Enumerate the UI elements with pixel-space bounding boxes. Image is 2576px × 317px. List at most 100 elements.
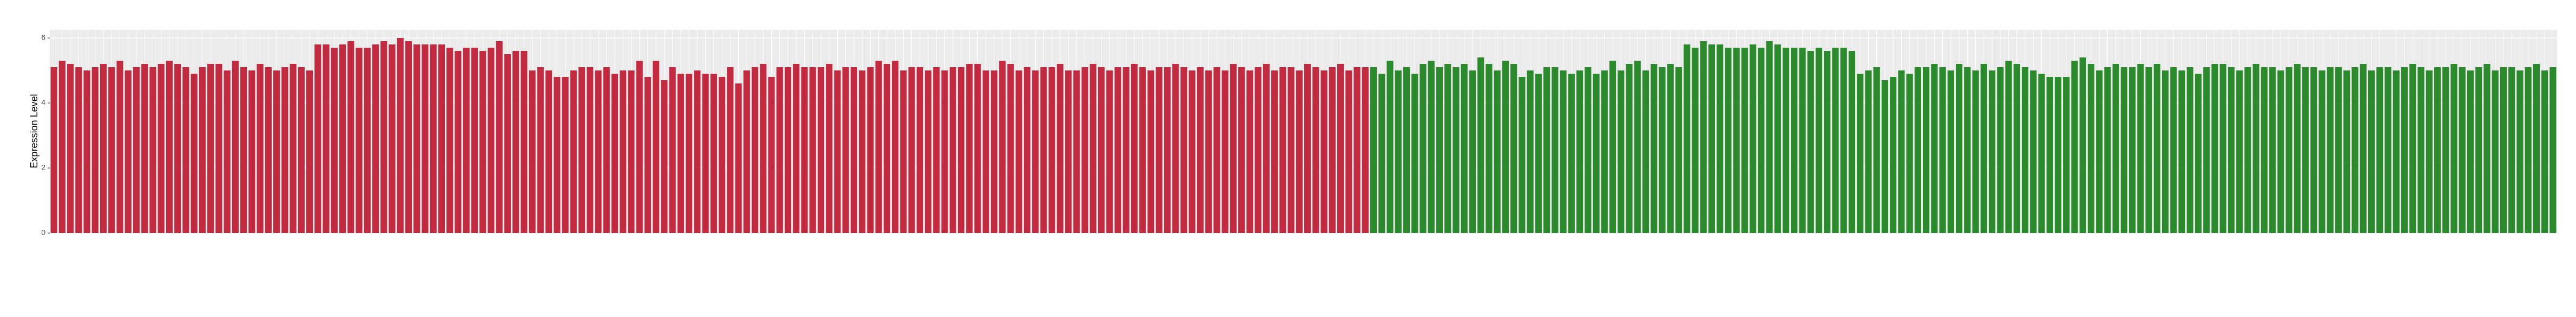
bar <box>1098 67 1105 233</box>
bar <box>331 48 338 233</box>
bar <box>1741 48 1748 233</box>
bar <box>1386 61 1394 233</box>
bar <box>2492 70 2499 233</box>
bar <box>2236 70 2243 233</box>
bar <box>58 61 65 233</box>
bar <box>949 67 956 233</box>
bar <box>2393 70 2400 233</box>
bar <box>240 67 247 233</box>
bar <box>2054 77 2062 233</box>
bar <box>1461 64 1468 233</box>
bar <box>1519 77 1526 233</box>
bar <box>1980 64 1987 233</box>
bar <box>100 64 107 233</box>
y-tick-label: 6 <box>41 33 45 42</box>
bar <box>2500 67 2507 233</box>
bar <box>2294 64 2301 233</box>
bar <box>157 64 165 233</box>
bar <box>2541 70 2548 233</box>
bar <box>1345 70 1352 233</box>
bar <box>694 70 701 233</box>
bar <box>2269 67 2276 233</box>
bar <box>2508 67 2515 233</box>
bar <box>1972 70 1979 233</box>
bar <box>1296 70 1303 233</box>
bar <box>801 67 808 233</box>
bar <box>124 70 132 233</box>
bar <box>900 70 907 233</box>
bar <box>224 70 231 233</box>
bar <box>2434 67 2441 233</box>
bar <box>199 67 206 233</box>
bar <box>1494 70 1501 233</box>
bar <box>83 70 90 233</box>
bar <box>1576 70 1583 233</box>
bar <box>339 44 346 233</box>
bar <box>2038 74 2045 233</box>
bar <box>356 48 363 233</box>
bar <box>842 67 849 233</box>
bar <box>2120 67 2127 233</box>
bar <box>908 67 915 233</box>
bar <box>413 44 420 233</box>
bar <box>1304 64 1311 233</box>
bar <box>273 70 280 233</box>
bar <box>347 41 354 233</box>
bar <box>1428 61 1435 233</box>
bar <box>1857 74 1864 233</box>
bar <box>2005 61 2012 233</box>
bar <box>1560 70 1567 233</box>
bar <box>1931 64 1938 233</box>
bar <box>2351 67 2358 233</box>
bar <box>545 70 553 233</box>
bar <box>248 70 255 233</box>
bar <box>108 67 115 233</box>
bar <box>883 64 890 233</box>
bar <box>314 44 321 233</box>
bar <box>2426 70 2433 233</box>
bar <box>562 77 569 233</box>
bar <box>463 48 470 233</box>
bar <box>232 61 239 233</box>
bar <box>389 44 396 233</box>
bar <box>735 83 742 233</box>
bar <box>2450 64 2457 233</box>
bar <box>1667 64 1674 233</box>
bar <box>2310 67 2317 233</box>
bar <box>628 70 635 233</box>
y-axis-label: Expression Level <box>29 94 40 168</box>
bar <box>1585 67 1592 233</box>
bar <box>1312 67 1319 233</box>
bar <box>141 64 148 233</box>
bar <box>751 67 759 233</box>
y-tick-label: 4 <box>41 98 45 107</box>
bar <box>504 54 511 233</box>
bar <box>1766 41 1773 233</box>
bar <box>364 48 371 233</box>
bar <box>397 38 404 233</box>
bar <box>2384 67 2391 233</box>
bar <box>1898 70 1905 233</box>
bar <box>1651 64 1658 233</box>
bar <box>1089 64 1096 233</box>
bar <box>702 74 709 233</box>
bar <box>859 70 866 233</box>
bar <box>1015 70 1022 233</box>
bar <box>1914 67 1921 233</box>
bar <box>677 74 684 233</box>
bar <box>2260 67 2268 233</box>
bar <box>1469 70 1476 233</box>
bar <box>924 70 932 233</box>
bar <box>1477 57 1484 233</box>
bar <box>496 41 503 233</box>
bar <box>1188 70 1195 233</box>
bar <box>2129 67 2136 233</box>
bar <box>1411 74 1418 233</box>
bar <box>2087 64 2095 233</box>
bar <box>1675 67 1683 233</box>
bar <box>2244 67 2251 233</box>
bar <box>2063 77 2070 233</box>
bar <box>636 61 643 233</box>
bar <box>1510 64 1517 233</box>
